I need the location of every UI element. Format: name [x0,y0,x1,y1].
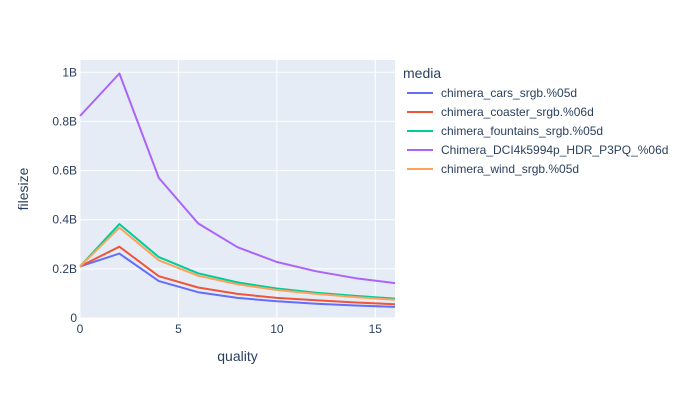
y-tick-label: 0.6B [52,164,77,178]
y-tick-label: 0.4B [52,213,77,227]
legend: chimera_cars_srgb.%05d chimera_coaster_sr… [407,86,668,176]
legend-item-label: chimera_wind_srgb.%05d [441,162,579,176]
grid-lines [79,60,395,319]
x-tick-label: 10 [270,322,284,336]
legend-title: media [403,65,441,81]
x-axis-title: quality [217,348,257,364]
legend-item-label: chimera_fountains_srgb.%05d [441,124,603,138]
series-line [79,72,396,285]
series-line [79,223,396,300]
series-lines [79,72,396,308]
x-tick-labels: 0 5 10 15 [77,322,383,336]
legend-item-label: chimera_cars_srgb.%05d [441,86,577,100]
series-line [79,226,396,301]
series-line [79,252,396,308]
y-tick-label: 1B [62,65,77,79]
legend-item-label: chimera_coaster_srgb.%06d [441,105,594,119]
y-tick-labels: 0 0.2B 0.4B 0.6B 0.8B 1B [52,65,77,325]
x-tick-label: 5 [175,322,182,336]
y-tick-label: 0.8B [52,114,77,128]
x-tick-label: 15 [369,322,383,336]
legend-item-label: Chimera_DCI4k5994p_HDR_P3PQ_%06d [441,143,668,157]
x-tick-label: 0 [77,322,84,336]
plot-area [80,60,395,318]
y-axis-title: filesize [15,167,31,210]
series-line [79,245,396,306]
y-tick-label: 0 [70,311,77,325]
y-tick-label: 0.2B [52,262,77,276]
